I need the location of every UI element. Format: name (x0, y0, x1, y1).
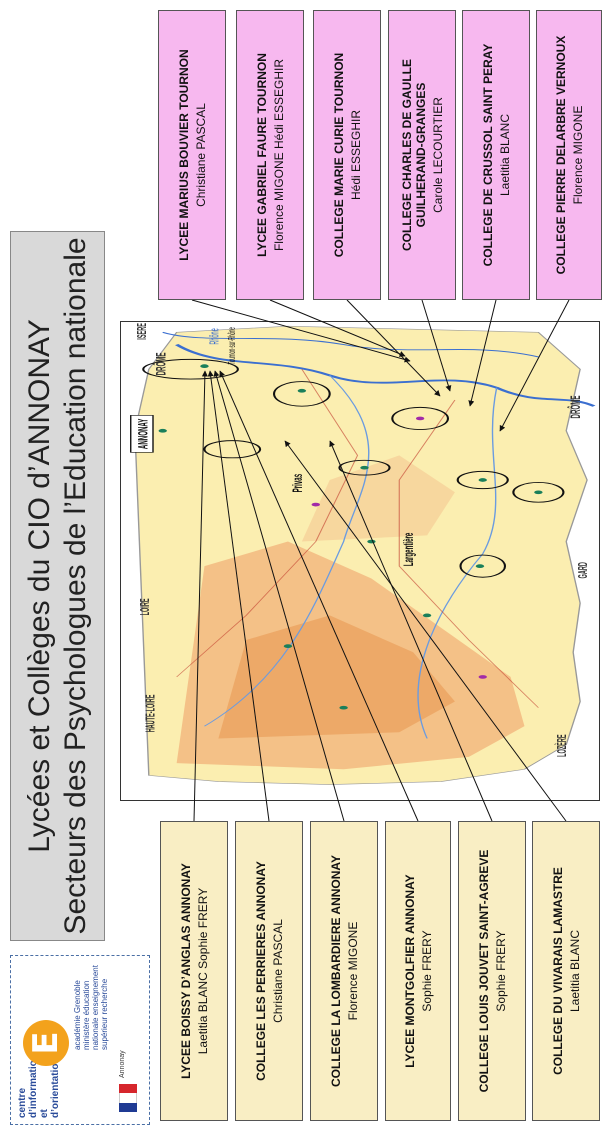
school-psychologists: Carole LECOURTIER (430, 97, 445, 213)
school-name: COLLEGE PIERRE DELARBRE VERNOUX (553, 35, 568, 275)
french-flag-icon (119, 1084, 137, 1112)
page-title: Lycées et Collèges du CIO d’ANNONAY Sect… (10, 231, 105, 941)
school-name: COLLEGE DE CRUSSOL SAINT PERAY (480, 43, 495, 267)
school-psychologists: Hédi ESSEGHIR (348, 109, 363, 201)
school-box-montgolfier: LYCEE MONTGOLFIER ANNONAY Sophie FRERY (385, 821, 451, 1121)
cio-logo-text: centre d’information et d’orientation (17, 1054, 61, 1118)
cio-logo-letter: E (23, 1020, 69, 1066)
map-label-largentiere: Largentière (402, 533, 418, 567)
map-label-annonay: ANNONAY (136, 419, 152, 450)
school-box-la-lombardiere: COLLEGE LA LOMBARDIERE ANNONAY Florence … (310, 821, 378, 1121)
school-box-top-4: COLLEGE CHARLES DE GAULLE GUILHERAND-GRA… (388, 10, 456, 300)
school-box-louis-jouvet: COLLEGE LOUIS JOUVET SAINT-AGREVE Sophie… (458, 821, 526, 1121)
map-label-loire: LOIRE (138, 598, 152, 615)
school-psychologists: Laetitia BLANC (497, 113, 512, 197)
school-psychologists: Laetitia BLANC (567, 929, 582, 1013)
school-name: COLLEGE DU VIVARAIS LAMASTRE (550, 867, 565, 1075)
school-name: LYCEE GABRIEL FAURE TOURNON (254, 53, 269, 257)
school-name: COLLEGE LA LOMBARDIERE ANNONAY (328, 855, 343, 1088)
map-label-drome-south: DRÔME (567, 396, 584, 419)
school-psychologists: Florence MIGONE Hédi ESSEGHIR (271, 58, 286, 252)
academie-text: académie Grenoble ministère éducation na… (73, 965, 109, 1050)
map-label-rhone: Rhône (208, 328, 222, 344)
school-name: LYCEE BOISSY D’ANGLAS ANNONAY (178, 863, 193, 1079)
map-label-haute-loire: HAUTE-LOIRE (144, 694, 158, 732)
school-psychologists: Sophie FRERY (493, 930, 508, 1012)
map-label-tournon: Tournon-sur-Rhône (226, 327, 238, 364)
school-name: COLLEGE MARIE CURIE TOURNON (331, 52, 346, 258)
map-drawing: ANNONAY ISERE DRÔME Rhône Privas LOIRE H… (130, 323, 596, 785)
school-box-du-vivarais: COLLEGE DU VIVARAIS LAMASTRE Laetitia BL… (532, 821, 600, 1121)
school-box-top-6: COLLEGE PIERRE DELARBRE VERNOUX Florence … (536, 10, 602, 300)
school-psychologists: Florence MIGONE (345, 921, 360, 1021)
school-name: COLLEGE CHARLES DE GAULLE GUILHERAND-GRA… (399, 59, 428, 252)
map-label-drome-north: DRÔME (153, 352, 170, 375)
school-box-les-perrieres: COLLEGE LES PERRIERES ANNONAY Christiane… (235, 821, 303, 1121)
school-name: COLLEGE LES PERRIERES ANNONAY (253, 861, 268, 1081)
logo-city-text: Annonay (119, 1050, 126, 1078)
school-psychologists: Florence MIGONE (570, 105, 585, 205)
school-name: LYCEE MARIUS BOUVIER TOURNON (176, 49, 191, 261)
school-box-top-1: LYCEE MARIUS BOUVIER TOURNON Christiane P… (158, 10, 226, 300)
school-box-top-2: LYCEE GABRIEL FAURE TOURNON Florence MIGO… (236, 10, 304, 300)
map-label-gard: GARD (577, 562, 591, 578)
ardeche-map: ANNONAY ISERE DRÔME Rhône Privas LOIRE H… (120, 321, 600, 801)
title-line-2: Secteurs des Psychologues de l’Education… (58, 237, 92, 935)
map-label-lozere: LOZÈRE (556, 734, 570, 757)
school-psychologists: Laetitia BLANC Sophie FRERY (195, 887, 210, 1055)
school-psychologists: Christiane PASCAL (193, 103, 208, 207)
school-box-top-3: COLLEGE MARIE CURIE TOURNON Hédi ESSEGHIR (313, 10, 381, 300)
school-psychologists: Christiane PASCAL (270, 919, 285, 1023)
school-psychologists: Sophie FRERY (419, 930, 434, 1012)
cio-logo: centre d’information et d’orientation E … (10, 955, 150, 1125)
school-name: LYCEE MONTGOLFIER ANNONAY (402, 874, 417, 1068)
school-box-top-5: COLLEGE DE CRUSSOL SAINT PERAY Laetitia B… (462, 10, 530, 300)
school-box-boissy-danglas: LYCEE BOISSY D’ANGLAS ANNONAY Laetitia B… (160, 821, 228, 1121)
map-label-isere: ISERE (136, 323, 150, 340)
map-label-privas: Privas (290, 474, 306, 492)
title-line-1: Lycées et Collèges du CIO d’ANNONAY (22, 319, 56, 853)
school-name: COLLEGE LOUIS JOUVET SAINT-AGREVE (476, 849, 491, 1093)
